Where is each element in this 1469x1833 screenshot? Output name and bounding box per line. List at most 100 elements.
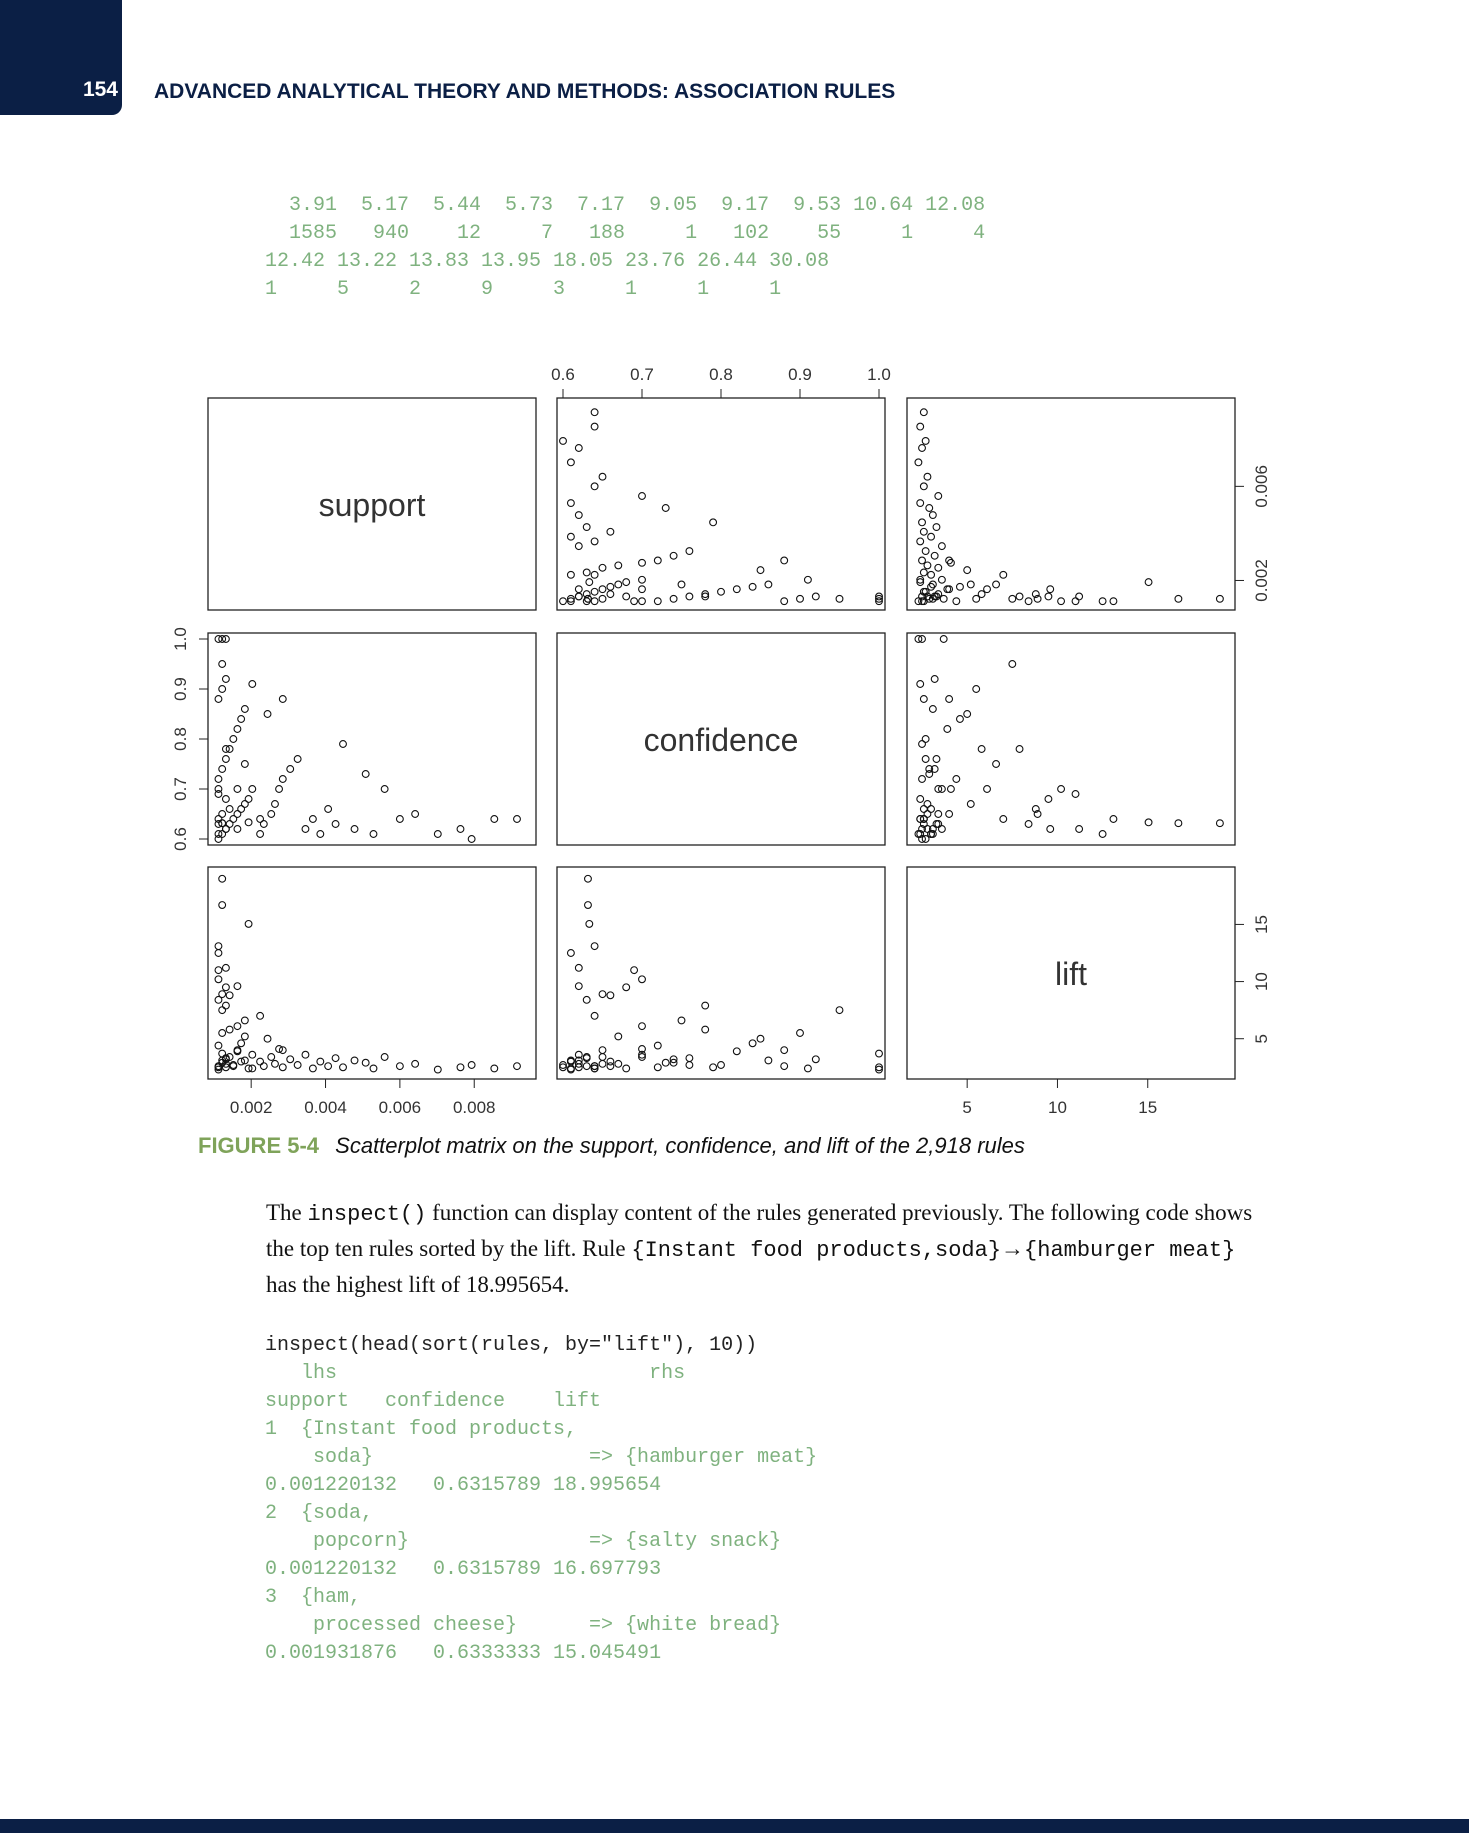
page-number-tab: 154 [0, 0, 122, 115]
data-point [513, 1062, 521, 1071]
tick-label: 0.7 [171, 777, 190, 801]
data-point [1144, 578, 1153, 587]
data-point [614, 1059, 623, 1068]
data-point [918, 635, 926, 643]
data-point [566, 499, 575, 508]
data-point [598, 563, 607, 572]
data-point [221, 1001, 230, 1010]
data-point [395, 1062, 404, 1071]
data-point [622, 1064, 631, 1073]
code-line: 3.91 5.17 5.44 5.73 7.17 9.05 9.17 9.53 … [265, 194, 986, 217]
data-point [278, 1046, 287, 1055]
data-point [350, 1056, 359, 1065]
data-point [598, 1059, 607, 1068]
data-point [927, 570, 936, 579]
data-point [875, 1049, 883, 1058]
data-point [780, 597, 789, 606]
data-point [218, 810, 227, 818]
data-point [237, 1039, 246, 1048]
data-point [237, 715, 246, 723]
data-point [582, 1062, 591, 1071]
data-point [701, 592, 710, 601]
data-point [614, 561, 623, 570]
panel-variable-label: confidence [644, 722, 799, 758]
data-point [638, 597, 646, 606]
data-point [221, 1055, 230, 1064]
data-point [221, 675, 230, 683]
data-point [1008, 594, 1017, 603]
data-point [638, 575, 646, 584]
data-point [919, 482, 928, 491]
figure-caption: FIGURE 5-4 Scatterplot matrix on the sup… [198, 1133, 1025, 1159]
data-point [701, 590, 710, 599]
data-point [803, 1064, 812, 1073]
code-line: 3 {ham, [265, 1586, 362, 1609]
data-point [559, 597, 567, 606]
data-point [930, 592, 939, 601]
figure-caption-text: Scatterplot matrix on the support, confi… [335, 1133, 1025, 1158]
data-point [598, 1046, 607, 1055]
matrix-panel [556, 397, 886, 611]
data-point [937, 785, 946, 793]
data-point [709, 518, 718, 527]
data-point [584, 874, 592, 883]
data-point [992, 580, 1001, 589]
data-point [467, 1061, 476, 1069]
data-point [380, 1053, 389, 1061]
data-point [914, 458, 923, 467]
data-point [218, 901, 227, 909]
data-point [214, 949, 223, 957]
data-point [934, 785, 943, 793]
data-point [598, 472, 607, 481]
data-point [256, 830, 265, 838]
matrix-panel [906, 397, 1236, 611]
data-point [244, 795, 253, 803]
data-point [1071, 790, 1080, 798]
data-point [324, 1062, 333, 1071]
data-point [943, 725, 952, 733]
data-point [928, 580, 937, 589]
data-point [229, 1061, 238, 1069]
data-point [921, 835, 930, 843]
data-point [932, 523, 941, 532]
data-point [701, 1001, 710, 1010]
data-point [796, 594, 804, 603]
bottom-bar [0, 1819, 1469, 1833]
data-point [598, 990, 607, 999]
data-point [240, 760, 249, 768]
data-point [574, 1050, 583, 1059]
data-point [233, 725, 242, 733]
data-point [411, 810, 420, 818]
data-point [764, 1056, 773, 1065]
para-text: function can display content of the rule… [266, 1200, 1253, 1261]
tick-label: 0.006 [1252, 465, 1271, 508]
data-point [928, 705, 937, 713]
data-point [1215, 819, 1224, 828]
data-point [590, 482, 599, 491]
scatterplot-matrix: support confidence lift 0.002 0.004 0.006 0.0… [171, 365, 1271, 1117]
data-point [214, 995, 223, 1004]
data-point [1174, 819, 1183, 828]
data-point [811, 1055, 820, 1064]
data-point [214, 942, 223, 951]
data-point [919, 408, 928, 417]
data-point [614, 1032, 623, 1041]
data-point [748, 1039, 757, 1048]
data-point [606, 991, 615, 1000]
data-point [1144, 818, 1153, 827]
data-point [490, 815, 499, 823]
tick-label: 5 [962, 1098, 971, 1117]
matrix-panel [207, 397, 537, 611]
data-point [927, 830, 936, 838]
data-point [945, 556, 954, 565]
data-point [661, 504, 670, 512]
code-line: 1 5 2 9 3 1 1 1 [265, 278, 782, 301]
code-line: 1 {Instant food products, [265, 1418, 578, 1441]
data-point [638, 975, 646, 984]
data-point [221, 1063, 230, 1072]
data-point [983, 785, 991, 793]
data-point [233, 1022, 242, 1031]
data-point [214, 775, 223, 783]
data-point [513, 815, 521, 823]
data-point [677, 1016, 686, 1025]
